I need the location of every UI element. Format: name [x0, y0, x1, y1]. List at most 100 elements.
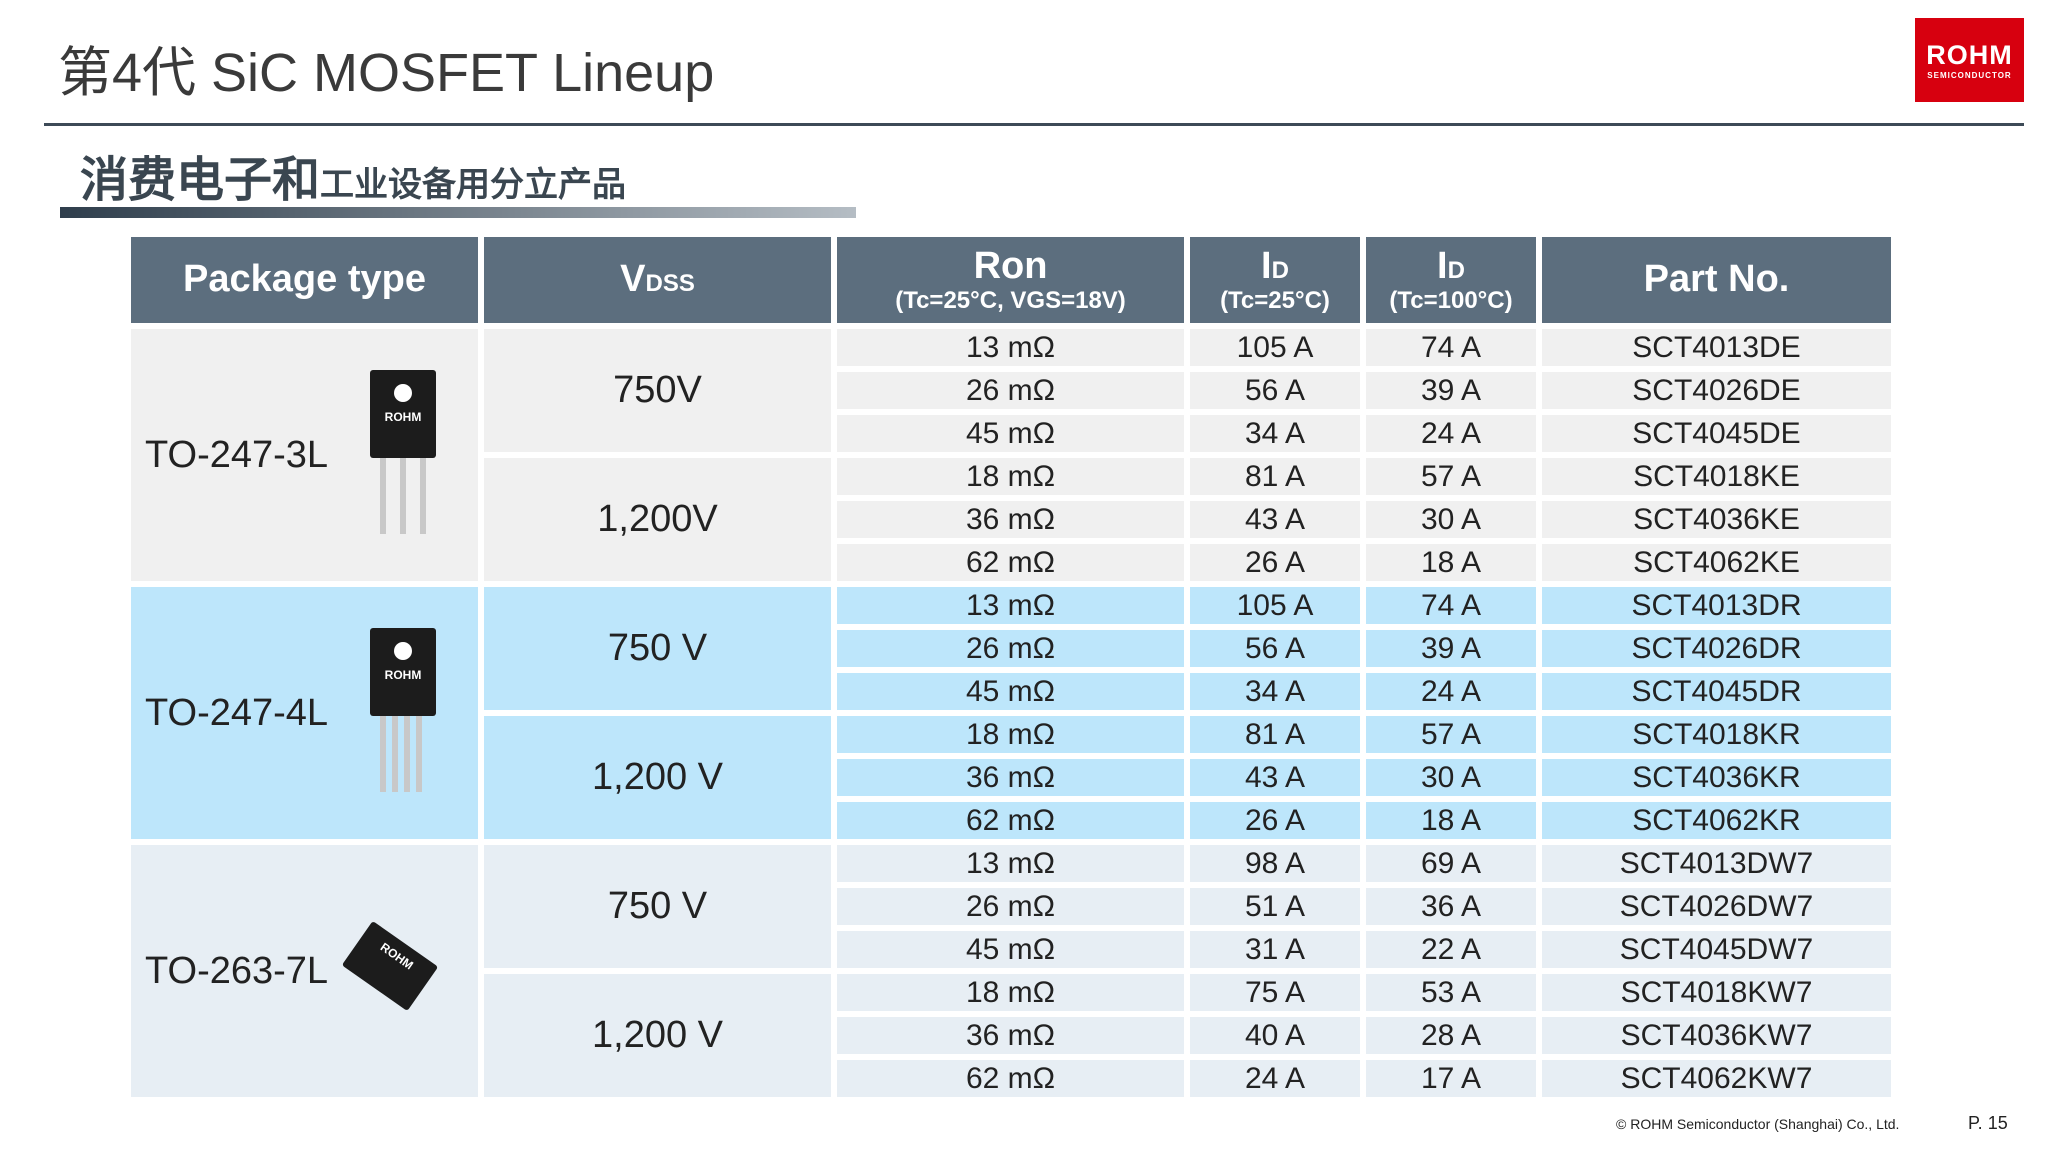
data-cell: 26 mΩ — [837, 372, 1184, 409]
column-header: Part No. — [1542, 237, 1891, 323]
chip-leg — [380, 458, 386, 534]
data-cell: SCT4062KW7 — [1542, 1060, 1891, 1097]
data-cell: SCT4018KW7 — [1542, 974, 1891, 1011]
table-row: 26 mΩ 51 A 36 A SCT4026DW7 — [131, 888, 1891, 925]
chip-body: ROHM — [370, 370, 436, 458]
data-cell: SCT4013DW7 — [1542, 845, 1891, 882]
data-cell: 43 A — [1190, 501, 1360, 538]
package-name: TO-263-7L — [145, 949, 329, 992]
header-note: (Tc=25°C, VGS=18V) — [895, 286, 1126, 314]
column-header: ID (Tc=25°C) — [1190, 237, 1360, 323]
data-cell: 51 A — [1190, 888, 1360, 925]
data-cell: 53 A — [1366, 974, 1536, 1011]
table-row: 26 mΩ 56 A 39 A SCT4026DE — [131, 372, 1891, 409]
data-cell: SCT4045DW7 — [1542, 931, 1891, 968]
divider — [44, 123, 2024, 126]
table-row: 1,200 V 18 mΩ 75 A 53 A SCT4018KW7 — [131, 974, 1891, 1097]
header-text: Part No. — [1643, 258, 1790, 301]
table-row: 36 mΩ 40 A 28 A SCT4036KW7 — [131, 1017, 1891, 1054]
data-cell: 43 A — [1190, 759, 1360, 796]
data-cell: 56 A — [1190, 372, 1360, 409]
data-cell: 18 mΩ — [837, 716, 1184, 753]
chip-leg — [392, 716, 398, 792]
data-cell: 30 A — [1366, 759, 1536, 796]
data-cell: 45 mΩ — [837, 415, 1184, 452]
subtitle-bar — [60, 207, 856, 218]
data-cell: 57 A — [1366, 716, 1536, 753]
data-cell: SCT4026DE — [1542, 372, 1891, 409]
data-cell: 26 A — [1190, 544, 1360, 581]
header-main: Ron — [837, 244, 1184, 288]
chip-hole — [394, 642, 412, 660]
header-main: ID — [1366, 244, 1536, 288]
data-cell: 30 A — [1366, 501, 1536, 538]
table-row: 45 mΩ 34 A 24 A SCT4045DE — [131, 415, 1891, 452]
data-cell: 22 A — [1366, 931, 1536, 968]
header-main: Package type — [131, 258, 478, 301]
data-cell: 98 A — [1190, 845, 1360, 882]
table-row: 36 mΩ 43 A 30 A SCT4036KR — [131, 759, 1891, 796]
data-cell: 28 A — [1366, 1017, 1536, 1054]
subtitle: 消费电子和工业设备用分立产品 — [80, 140, 626, 210]
data-cell: 45 mΩ — [837, 931, 1184, 968]
data-cell: 18 A — [1366, 802, 1536, 839]
table-row: 26 mΩ 56 A 39 A SCT4026DR — [131, 630, 1891, 667]
header-text: I — [1437, 244, 1448, 287]
chip-label: ROHM — [384, 668, 422, 682]
data-cell: SCT4026DW7 — [1542, 888, 1891, 925]
data-cell: 57 A — [1366, 458, 1536, 495]
header-subscript: D — [1447, 256, 1465, 284]
header-text: Ron — [973, 244, 1048, 287]
table-row: 45 mΩ 31 A 22 A SCT4045DW7 — [131, 931, 1891, 968]
header-main: VDSS — [484, 258, 831, 301]
table-row: 62 mΩ 24 A 17 A SCT4062KW7 — [131, 1060, 1891, 1097]
data-cell: 81 A — [1190, 458, 1360, 495]
chip-leg — [416, 716, 422, 792]
data-cell: 69 A — [1366, 845, 1536, 882]
header-note: (Tc=100°C) — [1389, 286, 1513, 314]
data-cell: 36 mΩ — [837, 1017, 1184, 1054]
title: 第4代 SiC MOSFET Lineup — [58, 43, 715, 103]
column-header: Ron (Tc=25°C, VGS=18V) — [837, 237, 1184, 323]
chip-leg — [400, 458, 406, 534]
subtitle-large: 消费电子和 — [80, 154, 321, 207]
data-cell: 39 A — [1366, 630, 1536, 667]
table-row: 45 mΩ 34 A 24 A SCT4045DR — [131, 673, 1891, 710]
vdss-cell: 750 V — [484, 845, 831, 968]
chip-leg — [420, 458, 426, 534]
data-cell: 36 A — [1366, 888, 1536, 925]
package-image: ROHM — [370, 370, 440, 540]
table-row: TO-263-7L ROHM 750 V 13 mΩ 98 A 69 A SCT4013DW… — [131, 845, 1891, 1097]
data-cell: SCT4026DR — [1542, 630, 1891, 667]
data-cell: 13 mΩ — [837, 587, 1184, 624]
package-name: TO-247-4L — [145, 691, 329, 734]
data-cell: SCT4062KE — [1542, 544, 1891, 581]
table-row: 62 mΩ 26 A 18 A SCT4062KE — [131, 544, 1891, 581]
logo: ROHM SEMICONDUCTOR — [1915, 18, 2024, 102]
chip-leg — [404, 716, 410, 792]
vdss-cell: 750V — [484, 329, 831, 452]
data-cell: 18 A — [1366, 544, 1536, 581]
header-text: I — [1261, 244, 1272, 287]
data-cell: 18 mΩ — [837, 974, 1184, 1011]
logo-text: ROHM — [1926, 40, 2013, 70]
table-row: TO-247-4L ROHM 750 V 13 mΩ 105 A 74 A SCT4013D… — [131, 587, 1891, 839]
data-cell: SCT4036KW7 — [1542, 1017, 1891, 1054]
column-header: Package type — [131, 237, 478, 323]
logo-subtext: SEMICONDUCTOR — [1927, 71, 2012, 80]
data-cell: 74 A — [1366, 587, 1536, 624]
data-cell: 105 A — [1190, 587, 1360, 624]
data-cell: SCT4036KR — [1542, 759, 1891, 796]
data-cell: 24 A — [1190, 1060, 1360, 1097]
data-cell: 40 A — [1190, 1017, 1360, 1054]
page-number: P. 15 — [1968, 1113, 2008, 1133]
package-name: TO-247-3L — [145, 433, 329, 476]
header-text: V — [620, 258, 646, 301]
lineup-table: Package type VDSS Ron (Tc=25°C, VGS=18V) ID(… — [125, 231, 1897, 1103]
table-row: 1,200V 18 mΩ 81 A 57 A SCT4018KE — [131, 458, 1891, 581]
data-cell: 75 A — [1190, 974, 1360, 1011]
data-cell: 62 mΩ — [837, 544, 1184, 581]
package-cell: TO-263-7L ROHM — [131, 845, 478, 1097]
data-cell: 18 mΩ — [837, 458, 1184, 495]
data-cell: SCT4045DR — [1542, 673, 1891, 710]
